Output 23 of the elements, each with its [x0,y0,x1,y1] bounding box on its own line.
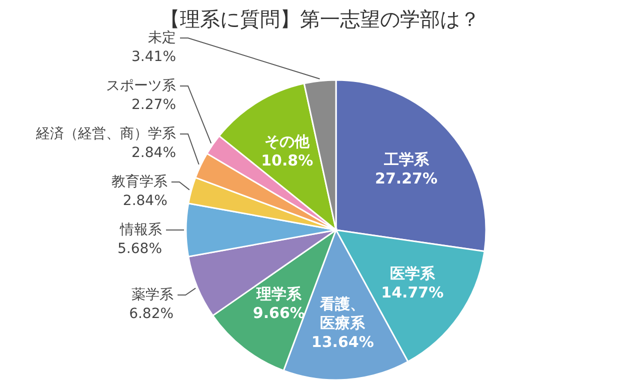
slice-label: 医学系 [390,264,436,283]
slice-label: スポーツ系 [106,78,176,94]
slice-label: 工学系 [382,150,430,169]
data-label: 2.84% [132,145,176,161]
slice-label: 経済（経営、商）学系 [35,126,176,142]
data-label: 13.64% [311,332,374,351]
data-label: 2.27% [132,97,176,113]
data-label: 5.68% [118,241,162,257]
data-label: 14.77% [381,284,444,302]
slice-label: 教育学系 [111,173,168,190]
slice-label: 看護、医療系 [319,294,366,332]
slice-label: 薬学系 [132,287,174,304]
slice-label: その他 [264,132,311,150]
data-label: 3.41% [132,49,176,65]
data-label: 9.66% [252,304,305,322]
slice-label: 未定 [148,30,176,46]
slice-label: 理学系 [255,284,302,303]
data-label: 27.27% [375,170,438,188]
data-label: 6.82% [129,306,174,322]
chart-title: 【理系に質問】第一志望の学部は？ [160,7,480,31]
slice-label: 情報系 [119,222,162,238]
data-label: 10.8% [261,151,314,170]
data-label: 2.84% [122,193,168,209]
